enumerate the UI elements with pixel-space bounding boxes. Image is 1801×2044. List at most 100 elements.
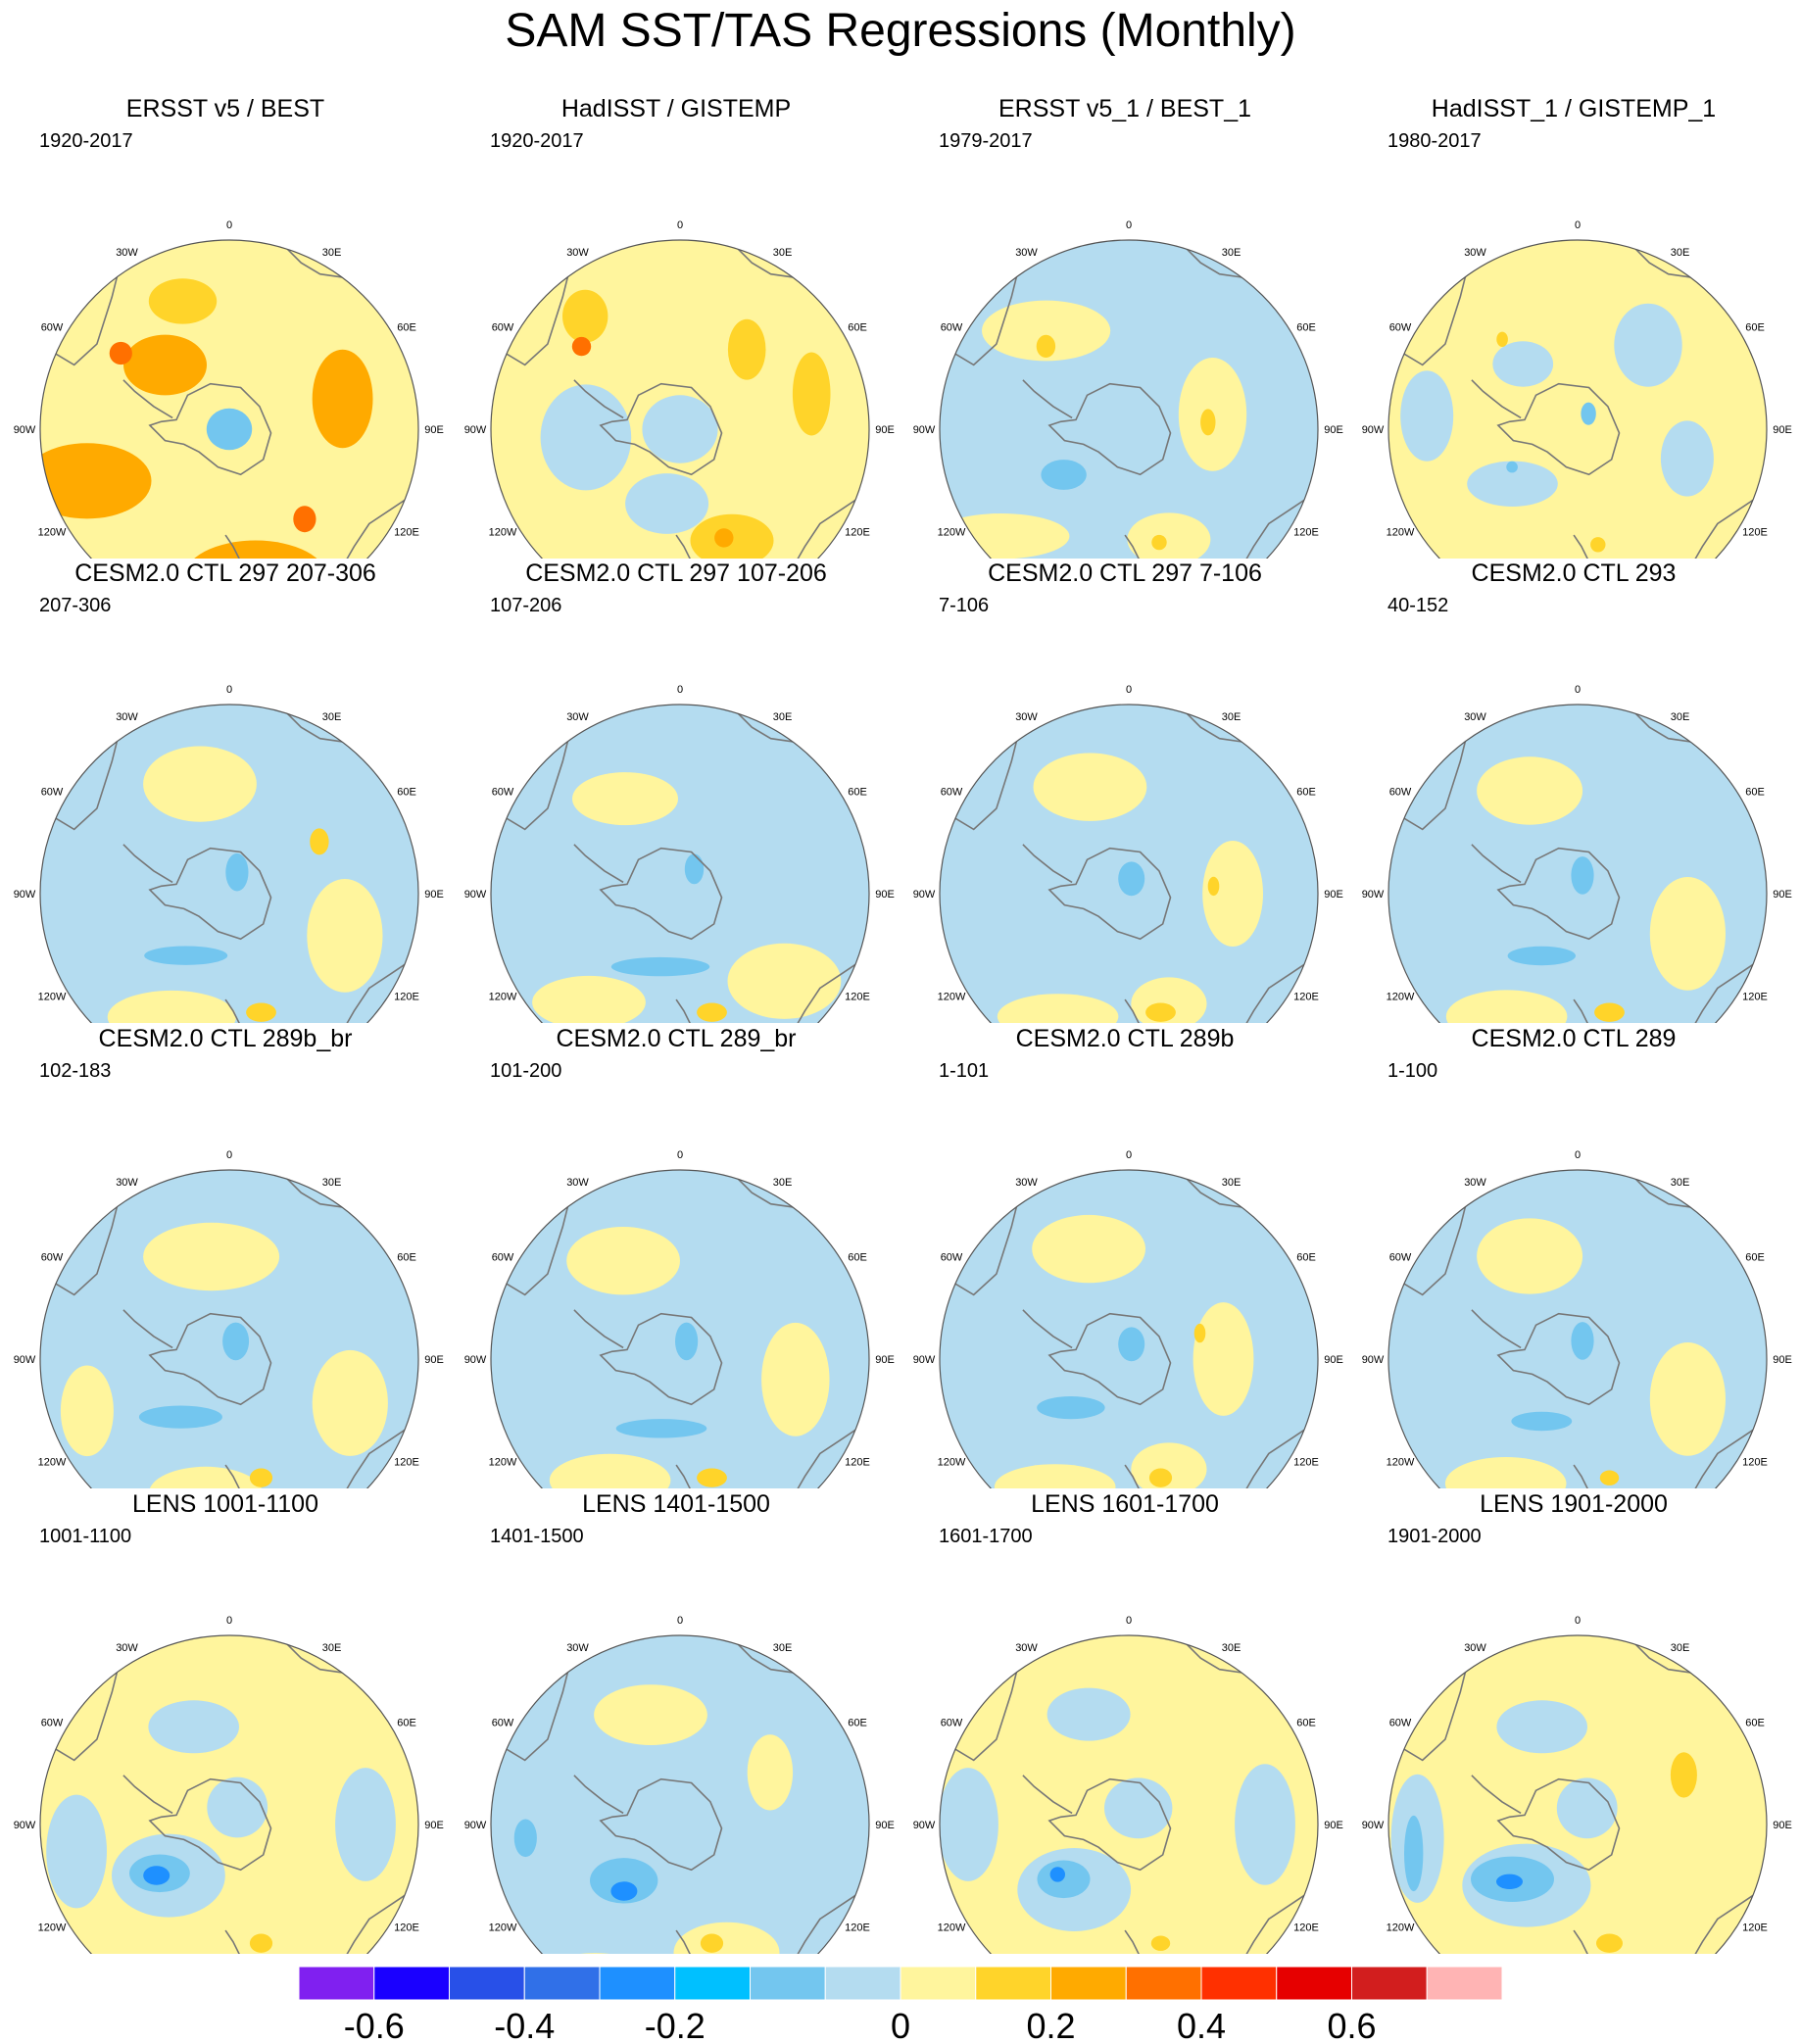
longitude-label: 60W (941, 1252, 963, 1264)
longitude-label: 30E (773, 1642, 793, 1654)
contour-region (1511, 1411, 1573, 1432)
contour-region (335, 1768, 396, 1881)
contour-region (148, 1700, 239, 1754)
longitude-label: 60W (1389, 322, 1412, 334)
longitude-label: 90E (424, 424, 444, 436)
colorbar-swatch (1050, 1966, 1127, 2001)
contour-region (540, 384, 632, 491)
longitude-label: 30E (322, 247, 342, 259)
colorbar-tick-label: 0.4 (1177, 2006, 1226, 2044)
longitude-label: 120E (1742, 527, 1768, 539)
longitude-label: 90E (424, 1354, 444, 1366)
contour-region (148, 278, 218, 324)
panel-title: LENS 1601-1700 (1031, 1490, 1219, 1518)
panel-title: CESM2.0 CTL 289b (1015, 1025, 1235, 1052)
antarctica-coastline (1047, 1312, 1172, 1406)
longitude-label: 60E (397, 787, 416, 799)
colorbar-swatch (824, 1966, 901, 2001)
longitude-label: 120W (938, 527, 966, 539)
antarctica-coastline (148, 382, 272, 476)
contour-region (1596, 1933, 1623, 1953)
antarctica-coastline (599, 1777, 723, 1872)
contour-region (1049, 1867, 1065, 1882)
australia-coastline (777, 1887, 866, 1954)
panel-title: CESM2.0 CTL 297 107-206 (525, 560, 827, 587)
contour-field (940, 1635, 1318, 1954)
map-panel: CESM2.0 CTL 2891-100030E60E90E120E150E18… (1348, 1024, 1799, 1488)
africa-coastline (1630, 243, 1695, 279)
contour-region (714, 528, 734, 548)
longitude-label: 30W (566, 247, 589, 259)
contour-region (982, 300, 1111, 362)
polar-map: 030E60E90E120E150E180150W120W90W60W30W (14, 219, 444, 559)
field-background (40, 1170, 418, 1488)
map-panel: HadISST / GISTEMP 1920-2017 0 30E 60E 90E 120E… (451, 94, 901, 559)
longitude-label: 120E (845, 992, 870, 1003)
longitude-label: 120W (1387, 1457, 1415, 1469)
longitude-label: 90E (875, 1820, 895, 1831)
map-frame (39, 1169, 419, 1488)
longitude-label: 120W (489, 1922, 517, 1934)
panel-title: CESM2.0 CTL 289 (1471, 1025, 1677, 1052)
longitude-label: 30E (773, 711, 793, 723)
peninsula-coastline (1022, 1775, 1073, 1815)
contour-region (727, 318, 766, 380)
panel-title: CESM2.0 CTL 297 7-106 (988, 560, 1262, 587)
panel-title: LENS 1901-2000 (1480, 1490, 1668, 1518)
contour-region (46, 1794, 107, 1909)
colorbar-swatch (298, 1966, 375, 2001)
longitude-label: 30E (773, 1177, 793, 1189)
longitude-label: 120W (938, 1922, 966, 1934)
longitude-label: 60E (848, 787, 867, 799)
longitude-label: 30W (116, 1642, 138, 1654)
new-zealand-coastline (219, 998, 242, 1023)
longitude-label: 60W (1389, 1252, 1412, 1264)
antarctica-coastline (1047, 847, 1172, 941)
contour-region (1200, 409, 1216, 436)
contour-region (761, 1322, 830, 1436)
longitude-label: 30W (566, 1177, 589, 1189)
contour-region (1033, 753, 1147, 821)
map-panel: LENS 1401-15001401-1500030E60E90E120E150… (451, 1489, 901, 1954)
contour-field (491, 705, 869, 1023)
contour-region (1649, 1342, 1726, 1456)
panel-period: 107-206 (490, 595, 562, 616)
longitude-label: 30E (1222, 711, 1241, 723)
longitude-label: 30W (566, 1642, 589, 1654)
longitude-label: 60W (941, 322, 963, 334)
longitude-label: 60W (492, 1252, 514, 1264)
peninsula-coastline (1471, 844, 1522, 884)
contour-field (1388, 240, 1767, 559)
longitude-label: 120E (845, 527, 870, 539)
map-frame (39, 239, 419, 559)
longitude-label: 90E (875, 889, 895, 900)
new-zealand-coastline (1567, 1464, 1590, 1488)
contour-region (1235, 1764, 1295, 1885)
new-zealand-coastline (1118, 998, 1142, 1023)
new-zealand-coastline (219, 534, 242, 559)
contour-region (249, 1933, 273, 1953)
colorbar-swatch (750, 1966, 826, 2001)
contour-region (747, 1734, 794, 1811)
peninsula-coastline (573, 1309, 624, 1349)
contour-region (1477, 1218, 1583, 1294)
longitude-label: 60E (397, 322, 416, 334)
peninsula-coastline (1471, 1775, 1522, 1815)
antarctica-coastline (148, 1777, 272, 1872)
new-zealand-coastline (669, 998, 693, 1023)
longitude-label: 90W (464, 1354, 487, 1366)
colorbar-swatch (674, 1966, 751, 2001)
africa-coastline (732, 707, 798, 744)
panel-period: 1401-1500 (490, 1526, 584, 1547)
contour-region (610, 1881, 638, 1901)
panel-title: CESM2.0 CTL 293 (1471, 560, 1677, 587)
longitude-label: 30W (1015, 1642, 1038, 1654)
contour-region (1444, 1457, 1567, 1488)
longitude-label: 30W (1464, 1177, 1486, 1189)
panel-period: 40-152 (1387, 595, 1449, 616)
antarctica-coastline (148, 1312, 272, 1406)
longitude-label: 60E (1745, 322, 1765, 334)
panel-period: 7-106 (939, 595, 990, 616)
map-frame (490, 704, 870, 1023)
longitude-label: 30E (1222, 1642, 1241, 1654)
